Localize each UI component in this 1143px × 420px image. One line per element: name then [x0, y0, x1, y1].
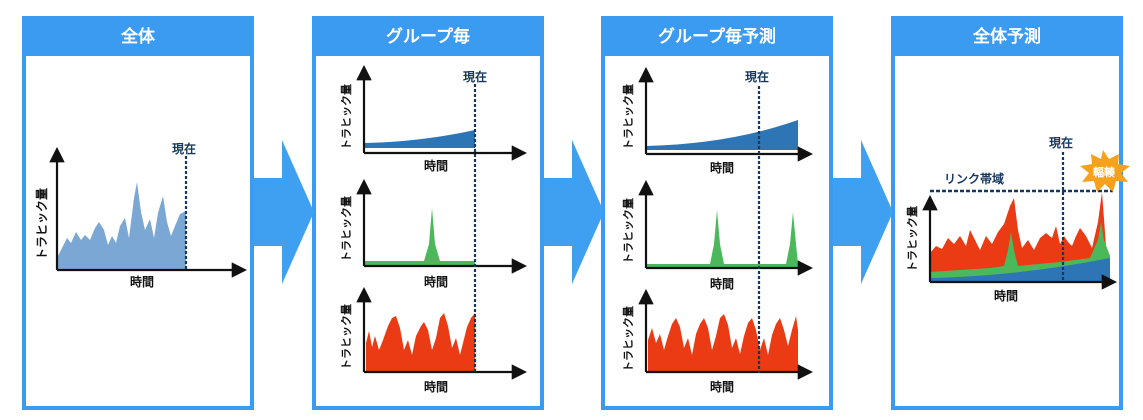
now-label: 現在: [745, 69, 769, 84]
green-group-forecast-area: [646, 210, 798, 268]
y-axis-label: トラヒック量: [622, 84, 635, 150]
blue-stack-area: [930, 258, 1110, 282]
congestion-label: 輻輳: [1093, 165, 1116, 179]
y-axis-label: トラヒック量: [340, 304, 353, 370]
total-traffic-area: [57, 182, 186, 270]
y-axis-label: トラヒック量: [35, 188, 49, 260]
chart-group-green: トラヒック量 時間: [340, 178, 528, 289]
red-group-area: [366, 313, 475, 372]
red-stack-area: [930, 192, 1110, 282]
panel-title-per-group-forecast: グループ毎予測: [605, 20, 829, 56]
x-axis-label: 時間: [710, 276, 734, 291]
x-axis-label: 時間: [424, 274, 448, 289]
x-axis-label: 時間: [710, 379, 734, 394]
panel-title-total: 全体: [26, 20, 250, 56]
chart-total: 現在 トラヒック量 時間: [35, 141, 248, 289]
chart-group-red: トラヒック量 時間: [340, 286, 528, 394]
panel-per-group: グループ毎: [312, 16, 544, 410]
y-axis-label: トラヒック量: [622, 306, 635, 372]
chart-group-red-forecast: トラヒック量 時間: [622, 288, 814, 394]
red-group-forecast-area: [648, 314, 798, 372]
panel-title-total-forecast: 全体予測: [895, 20, 1119, 56]
y-axis-label: トラヒック量: [906, 206, 919, 272]
x-axis-label: 時間: [424, 158, 448, 173]
y-axis-label: トラヒック量: [340, 84, 353, 150]
x-axis-label: 時間: [424, 379, 448, 394]
chart-group-blue-forecast: トラヒック量 時間: [622, 66, 814, 175]
x-axis-label: 時間: [710, 160, 734, 175]
chart-group-green-forecast: トラヒック量 時間: [622, 179, 814, 291]
y-axis-label: トラヒック量: [340, 196, 353, 262]
panel-title-per-group: グループ毎: [316, 20, 540, 56]
link-bandwidth-label: リンク帯域: [944, 171, 1004, 186]
x-axis-label: 時間: [130, 274, 154, 289]
transition-arrow-1: [254, 140, 314, 284]
chart-total-forecast: 現在 リンク帯域 輻輳 トラヒック量 時間: [906, 135, 1130, 303]
now-label: 現在: [463, 69, 487, 84]
blue-group-forecast-area: [646, 120, 798, 150]
blue-group-area: [364, 130, 475, 148]
now-label: 現在: [172, 141, 196, 156]
congestion-burst-icon: [1080, 150, 1130, 192]
now-label: 現在: [1049, 135, 1073, 150]
panel-total: 全体: [22, 16, 254, 410]
green-group-area: [364, 208, 475, 266]
y-axis-label: トラヒック量: [622, 198, 635, 264]
x-axis-label: 時間: [994, 288, 1018, 303]
chart-group-blue: トラヒック量 時間: [340, 64, 528, 173]
transition-arrow-3: [833, 140, 893, 284]
transition-arrow-2: [544, 140, 604, 284]
